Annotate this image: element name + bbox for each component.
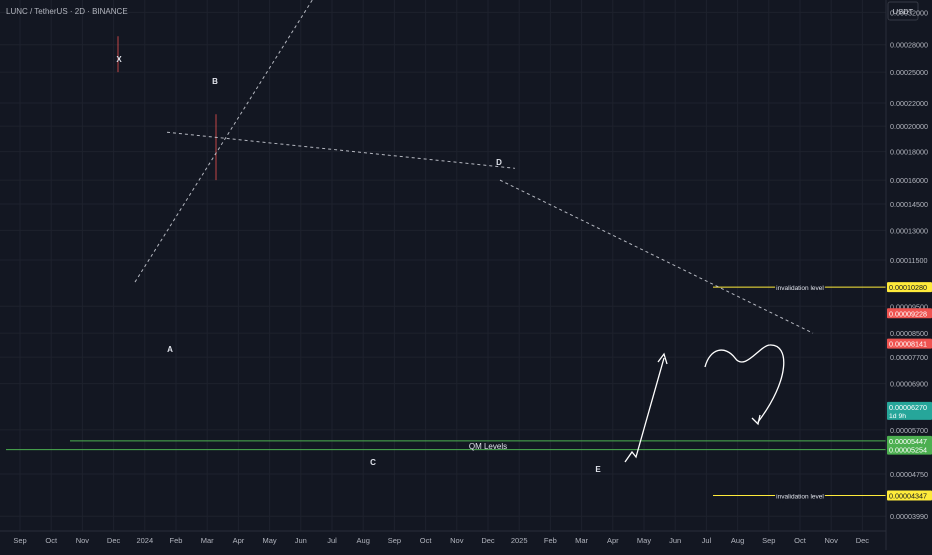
x-tick-label: May <box>637 536 651 545</box>
x-tick-label: Apr <box>233 536 245 545</box>
y-tick-label: 0.00032000 <box>890 8 928 17</box>
y-tick-label: 0.00008500 <box>890 329 928 338</box>
y-tick-label: 0.00018000 <box>890 148 928 157</box>
y-tick-label: 0.00016000 <box>890 176 928 185</box>
y-tick-label: 0.00014500 <box>890 200 928 209</box>
y-tick-label: 0.00009500 <box>890 302 928 311</box>
currency-label: USDT <box>893 7 914 16</box>
y-tick-label: 0.00003990 <box>890 512 928 521</box>
wave-label-b: B <box>212 77 218 86</box>
price-label-box <box>887 338 932 349</box>
wave-label-e: E <box>595 465 601 474</box>
price-label-box <box>887 435 932 446</box>
x-tick-label: Apr <box>607 536 619 545</box>
price-label-box <box>887 308 932 319</box>
y-tick-label: 0.00006900 <box>890 380 928 389</box>
price-label-value: 0.00005447 <box>889 437 927 446</box>
time-axis[interactable]: Sep Oct Nov Dec 2024 Feb Mar Apr May Jun Jul Aug Sep… <box>13 536 869 545</box>
drawings: QM Levels invalidation level invalidation … <box>6 0 886 502</box>
price-label-box <box>887 282 932 293</box>
x-tick-label: Oct <box>794 536 807 545</box>
price-label-countdown: 1d 9h <box>889 413 906 420</box>
candles <box>117 36 217 181</box>
projection-arrowhead-up <box>657 352 668 365</box>
x-tick-label: Oct <box>420 536 433 545</box>
qm-levels-label: QM Levels <box>469 442 507 451</box>
wave-label-x: X <box>116 55 122 64</box>
x-tick-label: Aug <box>731 536 744 545</box>
x-tick-label: Jul <box>702 536 712 545</box>
projection-path <box>624 344 785 463</box>
price-label-box <box>887 490 932 501</box>
wave-label-d: D <box>496 158 502 167</box>
y-tick-label: 0.00005700 <box>890 426 928 435</box>
grid <box>0 0 886 531</box>
price-label-value: 0.00008141 <box>889 340 927 349</box>
price-label-value: 0.00010280 <box>889 283 927 292</box>
x-tick-label: 2024 <box>136 536 153 545</box>
x-tick-label: Oct <box>45 536 58 545</box>
x-tick-label: Jun <box>669 536 681 545</box>
trendline-upper-2 <box>499 179 814 334</box>
price-label-value: 0.00006270 <box>889 403 927 412</box>
y-tick-label: 0.00004750 <box>890 470 928 479</box>
x-tick-label: Jun <box>295 536 307 545</box>
y-tick-label: 0.00011500 <box>890 256 927 265</box>
x-tick-label: Mar <box>201 536 214 545</box>
x-tick-label: Feb <box>544 536 557 545</box>
projection-arrowhead-down <box>751 414 761 426</box>
y-tick-label: 0.00007700 <box>890 353 928 362</box>
price-labels: 0.00010280 0.00009228 0.00008141 0.00006270… <box>887 282 932 501</box>
price-label-box <box>887 401 932 420</box>
labels: X A B C D E <box>116 55 601 474</box>
currency-box[interactable] <box>887 1 919 21</box>
price-label-value: 0.00009228 <box>889 309 927 318</box>
x-tick-label: Dec <box>107 536 121 545</box>
price-label-value: 0.00005254 <box>889 446 927 455</box>
x-tick-label: Sep <box>762 536 775 545</box>
x-tick-label: Nov <box>825 536 839 545</box>
price-label-box <box>887 444 932 455</box>
price-axis[interactable]: 0.00032000 0.00028000 0.00025000 0.00022000… <box>890 8 928 521</box>
wave-label-c: C <box>370 458 376 467</box>
y-tick-label: 0.00022000 <box>890 99 928 108</box>
x-tick-label: 2025 <box>511 536 528 545</box>
invalidation-label-lower: invalidation level <box>776 493 824 500</box>
x-tick-label: Dec <box>856 536 870 545</box>
wave-label-a: A <box>167 345 173 354</box>
y-tick-label: 0.00013000 <box>890 226 928 235</box>
y-tick-label: 0.00025000 <box>890 68 928 77</box>
x-tick-label: Mar <box>575 536 588 545</box>
x-tick-label: May <box>263 536 277 545</box>
price-label-value: 0.00004347 <box>889 491 927 500</box>
y-tick-label: 0.00020000 <box>890 122 928 131</box>
x-tick-label: Sep <box>13 536 26 545</box>
trendline-upper-1 <box>166 131 516 169</box>
x-tick-label: Jul <box>327 536 337 545</box>
x-tick-label: Sep <box>388 536 401 545</box>
x-tick-label: Feb <box>170 536 183 545</box>
x-tick-label: Dec <box>481 536 495 545</box>
x-tick-label: Aug <box>357 536 370 545</box>
x-tick-label: Nov <box>76 536 90 545</box>
invalidation-label-upper: invalidation level <box>776 285 824 292</box>
y-tick-label: 0.00028000 <box>890 41 928 50</box>
chart-title: LUNC / TetherUS · 2D · BINANCE <box>6 7 128 16</box>
x-tick-label: Nov <box>450 536 464 545</box>
